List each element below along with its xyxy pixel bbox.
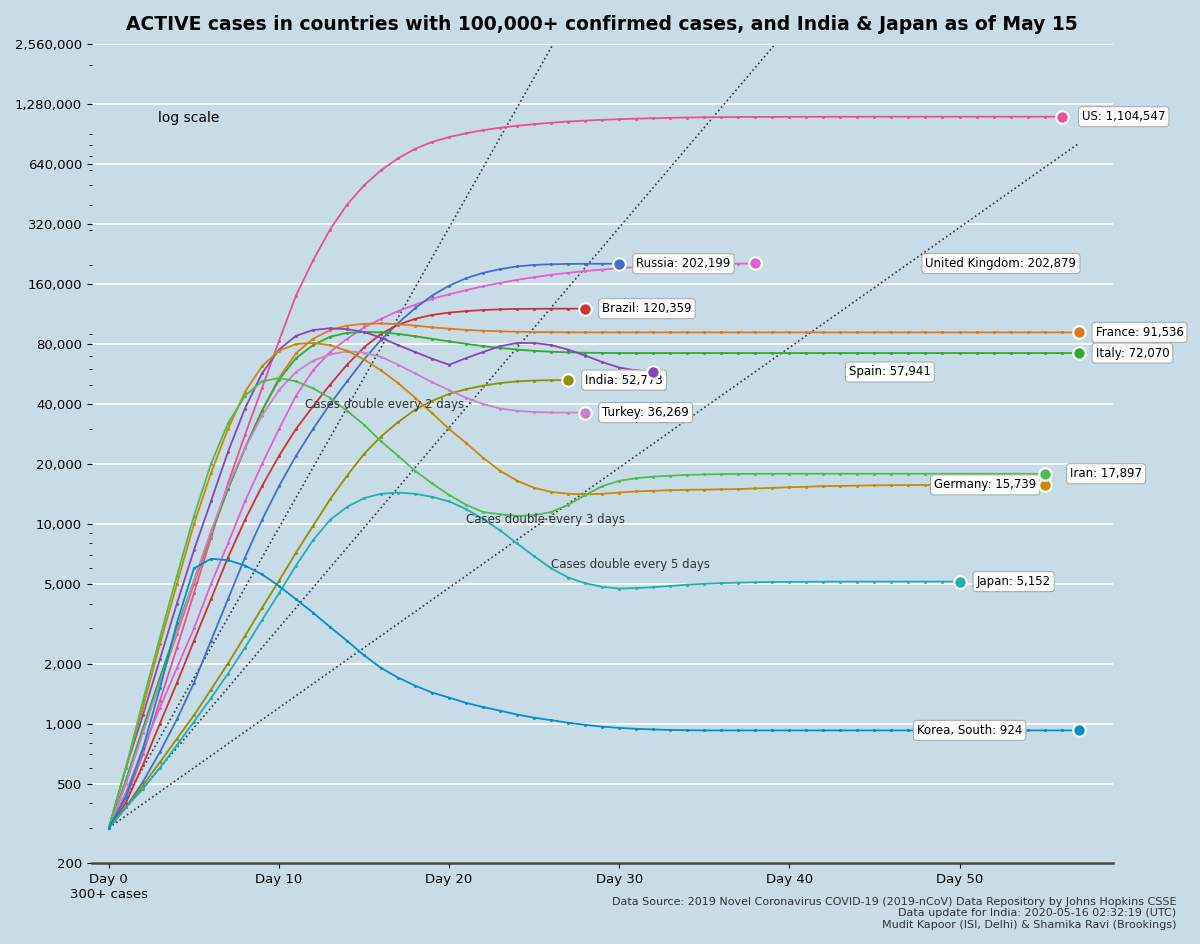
Text: US: 1,104,547: US: 1,104,547 [1082,110,1165,123]
Text: Data Source: 2019 Novel Coronavirus COVID-19 (2019-nCoV) Data Repository by John: Data Source: 2019 Novel Coronavirus COVI… [612,897,1176,930]
Text: Spain: 57,941: Spain: 57,941 [848,365,931,379]
Text: Japan: 5,152: Japan: 5,152 [977,575,1051,588]
Text: United Kingdom: 202,879: United Kingdom: 202,879 [925,257,1076,270]
Title: ACTIVE cases in countries with 100,000+ confirmed cases, and India & Japan as of: ACTIVE cases in countries with 100,000+ … [126,15,1078,34]
Text: India: 52,773: India: 52,773 [586,374,662,387]
Text: Cases double every 5 days: Cases double every 5 days [551,558,710,571]
Text: Korea, South: 924: Korea, South: 924 [917,724,1022,737]
Text: Turkey: 36,269: Turkey: 36,269 [602,406,689,419]
Text: Italy: 72,070: Italy: 72,070 [1096,346,1169,360]
Text: Cases double every 2 days: Cases double every 2 days [305,397,463,411]
Text: log scale: log scale [158,110,220,125]
Text: Cases double every 3 days: Cases double every 3 days [466,514,625,527]
Text: France: 91,536: France: 91,536 [1096,326,1183,339]
Text: Brazil: 120,359: Brazil: 120,359 [602,302,691,315]
Text: Iran: 17,897: Iran: 17,897 [1070,467,1142,480]
Text: Russia: 202,199: Russia: 202,199 [636,258,731,270]
Text: Germany: 15,739: Germany: 15,739 [934,479,1037,492]
